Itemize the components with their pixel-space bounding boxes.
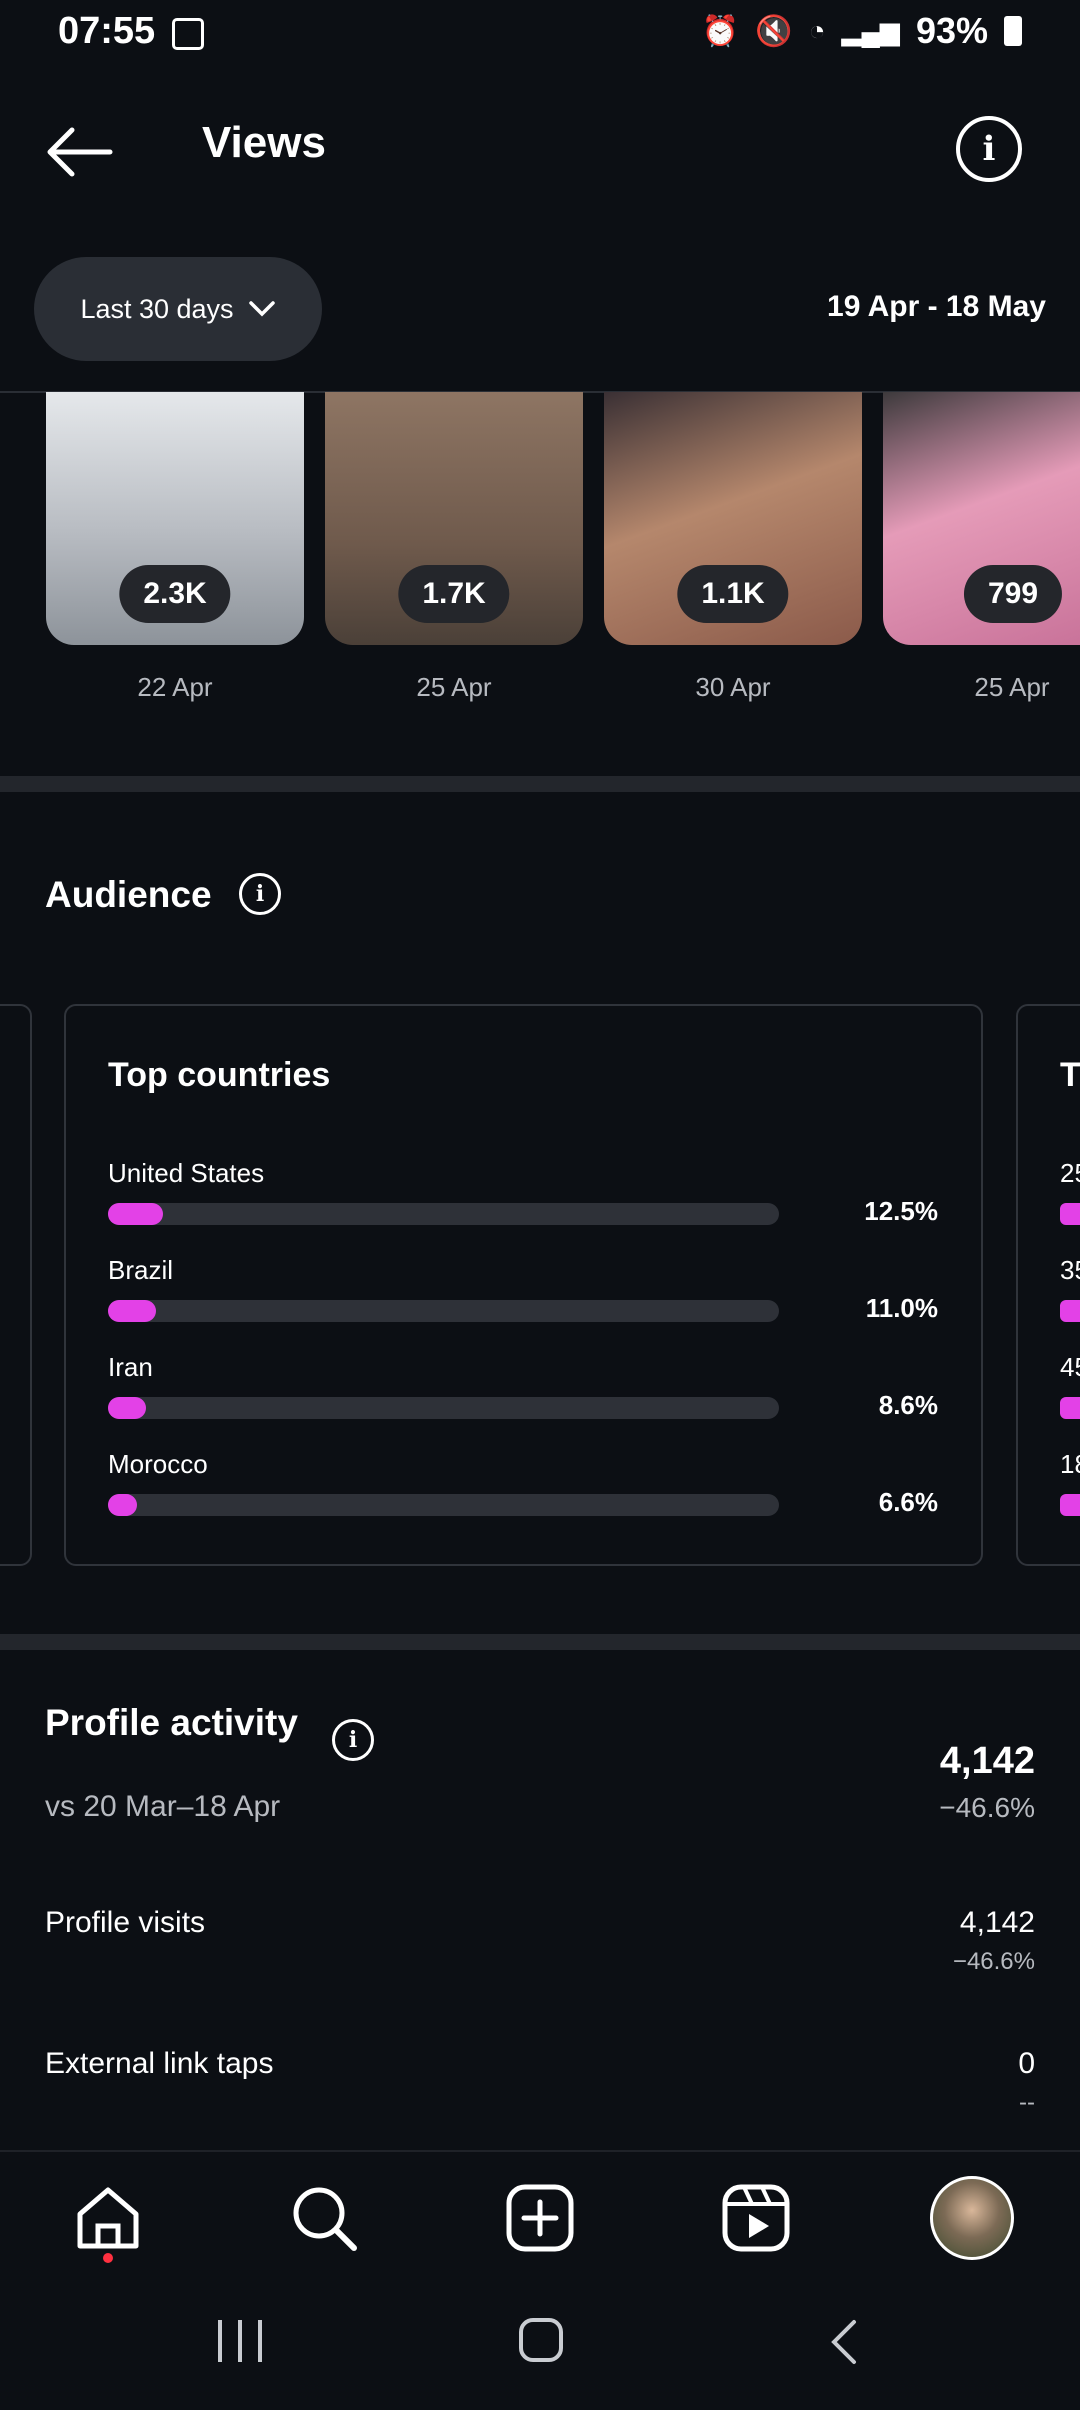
notification-dot	[103, 2253, 113, 2263]
info-icon[interactable]: i	[239, 873, 281, 915]
content-date: 25 Apr	[416, 672, 492, 702]
date-range-dropdown-label: Last 30 days	[80, 293, 234, 324]
wifi-icon: ◔	[808, 15, 826, 46]
views-count-badge: 1.1K	[677, 565, 789, 623]
next-card-title: T	[1060, 1056, 1080, 1094]
external-link-taps-value: 0	[1018, 2047, 1035, 2080]
create-post-icon[interactable]	[504, 2182, 576, 2254]
recent-apps-button[interactable]	[218, 2320, 262, 2362]
profile-visits-label: Profile visits	[45, 1906, 206, 1939]
alarm-icon: ⏰	[701, 14, 740, 48]
country-bar	[108, 1494, 779, 1516]
bottom-navigation	[0, 2150, 1080, 2410]
search-icon[interactable]	[288, 2182, 360, 2254]
age-range-bar	[1060, 1203, 1080, 1225]
country-bar	[108, 1203, 779, 1225]
content-date: 22 Apr	[137, 672, 213, 702]
info-icon[interactable]: i	[332, 1719, 374, 1761]
country-bar	[108, 1397, 779, 1419]
home-icon[interactable]	[72, 2182, 144, 2254]
country-bar	[108, 1300, 779, 1322]
audience-title: Audience	[45, 874, 212, 915]
back-arrow-icon[interactable]	[44, 124, 114, 180]
external-link-taps-change: --	[1019, 2089, 1035, 2116]
views-count-badge: 1.7K	[398, 565, 510, 623]
content-date: 30 Apr	[695, 672, 771, 702]
battery-icon	[1004, 16, 1022, 46]
chevron-down-icon	[248, 301, 275, 317]
country-bar-fill	[108, 1203, 163, 1225]
views-count-badge: 2.3K	[119, 565, 231, 623]
content-thumbnail[interactable]: 1.1K	[604, 392, 862, 645]
mute-icon: 🔇	[755, 14, 793, 48]
age-range-label: 25	[1060, 1158, 1080, 1188]
country-name: Morocco	[108, 1449, 208, 1479]
card-title: Top countries	[108, 1056, 331, 1094]
gallery-notification-icon	[172, 18, 204, 50]
profile-visits-change: −46.6%	[952, 1948, 1035, 1975]
date-range-dropdown[interactable]: Last 30 days	[34, 257, 322, 361]
previous-card-peek[interactable]	[0, 1004, 32, 1566]
date-range-text: 19 Apr - 18 May	[827, 290, 1046, 323]
country-bar-fill	[108, 1494, 137, 1516]
page-title: Views	[202, 118, 326, 167]
status-time: 07:55	[58, 10, 156, 52]
external-link-taps-label: External link taps	[45, 2047, 274, 2080]
profile-activity-title: Profile activity	[45, 1702, 298, 1743]
home-button[interactable]	[519, 2318, 563, 2362]
back-button[interactable]	[828, 2318, 858, 2366]
age-range-bar	[1060, 1494, 1080, 1516]
next-card-peek[interactable]	[1016, 1004, 1080, 1566]
age-range-label: 45	[1060, 1352, 1080, 1382]
country-name: United States	[108, 1158, 265, 1188]
profile-visits-value: 4,142	[959, 1906, 1035, 1939]
age-range-bar	[1060, 1300, 1080, 1322]
section-divider	[0, 1634, 1080, 1650]
top-countries-card[interactable]	[64, 1004, 983, 1566]
content-thumbnail[interactable]: 799	[883, 392, 1080, 645]
country-bar-fill	[108, 1300, 156, 1322]
age-range-label: 18	[1060, 1449, 1080, 1479]
profile-avatar[interactable]	[930, 2176, 1014, 2260]
country-percent: 12.5%	[864, 1196, 938, 1226]
country-name: Brazil	[108, 1255, 174, 1285]
battery-percent: 93%	[915, 10, 988, 51]
country-name: Iran	[108, 1352, 153, 1382]
country-percent: 6.6%	[878, 1487, 938, 1517]
age-range-bar	[1060, 1397, 1080, 1419]
section-divider	[0, 776, 1080, 792]
views-count-badge: 799	[963, 565, 1063, 623]
signal-icon: ▂▄▆	[841, 15, 900, 46]
content-thumbnail[interactable]: 2.3K	[46, 392, 304, 645]
status-icons: ⏰ 🔇 ◔ ▂▄▆ 93%	[702, 10, 1022, 52]
reels-icon[interactable]	[720, 2182, 792, 2254]
content-date: 25 Apr	[974, 672, 1050, 702]
profile-activity-total: 4,142	[939, 1740, 1035, 1782]
age-range-label: 35	[1060, 1255, 1080, 1285]
profile-activity-change: −46.6%	[939, 1792, 1035, 1823]
comparison-period: vs 20 Mar–18 Apr	[45, 1790, 281, 1823]
info-icon[interactable]: i	[956, 116, 1022, 182]
country-percent: 11.0%	[865, 1293, 938, 1323]
country-bar-fill	[108, 1397, 146, 1419]
country-percent: 8.6%	[878, 1390, 938, 1420]
content-thumbnail[interactable]: 1.7K	[325, 392, 583, 645]
